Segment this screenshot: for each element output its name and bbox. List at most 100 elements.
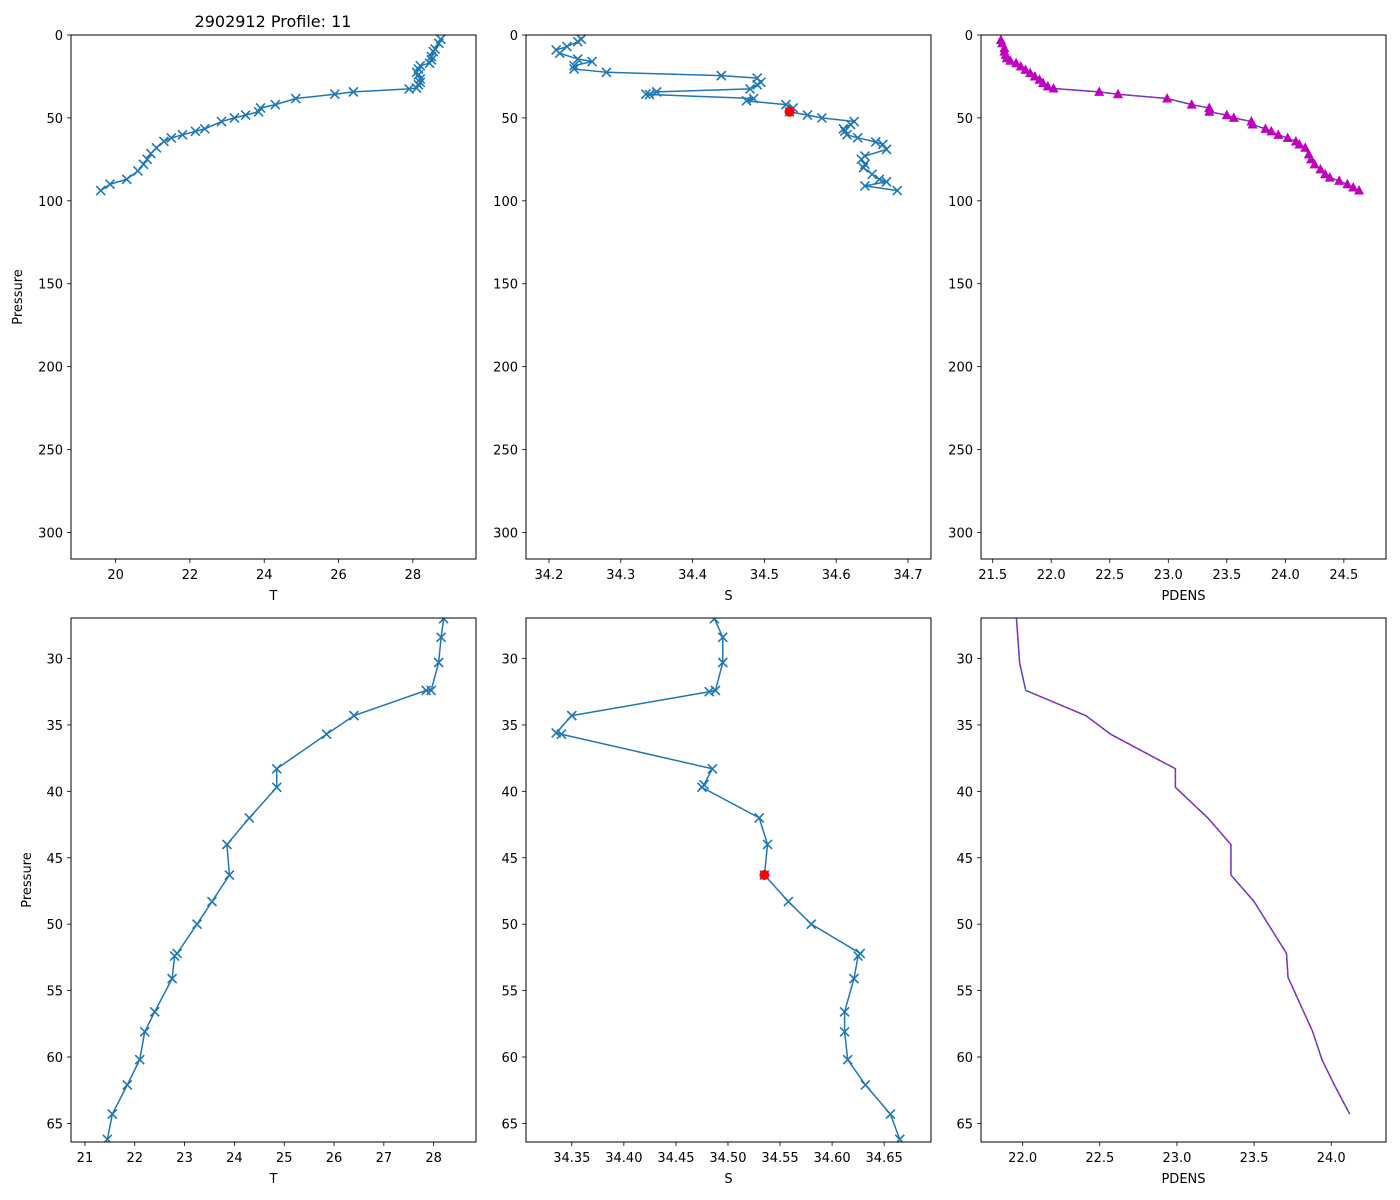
y-tick-label: 0 xyxy=(510,29,518,44)
x-axis-label: PDENS xyxy=(1161,1172,1205,1187)
x-tick-label: 34.65 xyxy=(866,1151,903,1166)
data-point xyxy=(709,618,720,624)
data-point xyxy=(139,1026,150,1037)
x-tick-label: 23 xyxy=(176,1151,193,1166)
x-tick-label: 34.50 xyxy=(709,1151,746,1166)
data-point xyxy=(1011,57,1022,68)
panel-top-temperature: 20 22 24 26 28 0 50 100 150 200 250 300 T Pressure xyxy=(11,29,477,604)
data-point xyxy=(145,148,156,159)
y-tick-label: 150 xyxy=(948,278,973,293)
data-point xyxy=(1221,109,1232,120)
data-point xyxy=(802,110,813,121)
highlight-point xyxy=(759,870,770,881)
y-tick-label: 35 xyxy=(501,719,518,734)
data-point xyxy=(433,657,444,668)
y-tick-label: 65 xyxy=(501,1117,518,1132)
data-point xyxy=(1309,158,1320,169)
x-tick-label: 22.0 xyxy=(1037,568,1066,583)
data-point xyxy=(1048,83,1059,93)
data-point xyxy=(870,136,881,148)
series-line xyxy=(554,38,898,192)
panel-bottom-salinity: 34.35 34.40 34.45 34.50 34.55 34.60 34.65 30 35 4… xyxy=(501,617,932,1187)
y-tick-label: 200 xyxy=(38,361,63,376)
data-point xyxy=(1204,106,1215,116)
data-point xyxy=(142,154,153,165)
x-tick-label: 26 xyxy=(330,568,347,583)
data-point xyxy=(881,144,892,155)
data-point xyxy=(852,132,863,143)
data-point xyxy=(885,1109,896,1120)
y-tick-label: 300 xyxy=(948,526,973,541)
y-tick-label: 200 xyxy=(493,361,518,376)
x-tick-label: 34.7 xyxy=(894,568,923,583)
data-point xyxy=(132,165,143,177)
data-point xyxy=(744,83,756,94)
data-point xyxy=(839,1006,850,1017)
data-point xyxy=(348,710,360,721)
y-tick-label: 45 xyxy=(501,852,518,867)
x-tick-label: 34.6 xyxy=(822,568,851,583)
y-tick-label: 50 xyxy=(46,918,63,933)
data-point xyxy=(321,729,332,740)
x-tick-label: 34.3 xyxy=(606,568,635,583)
data-point xyxy=(881,176,892,187)
data-point xyxy=(569,63,580,75)
x-axis-label: PDENS xyxy=(1161,589,1205,604)
data-point xyxy=(415,73,426,85)
data-point xyxy=(121,174,132,185)
x-tick-label: 25 xyxy=(276,1151,293,1166)
data-point xyxy=(190,126,201,137)
data-point xyxy=(290,93,301,104)
y-tick-label: 250 xyxy=(38,444,63,459)
data-point xyxy=(572,36,583,47)
data-point xyxy=(216,116,227,127)
data-point xyxy=(1282,132,1293,142)
data-point xyxy=(816,112,827,123)
y-tick-label: 300 xyxy=(38,526,63,541)
data-point xyxy=(1260,123,1271,133)
data-point xyxy=(122,1079,133,1090)
y-axis-label: Pressure xyxy=(20,852,35,908)
y-tick-label: 30 xyxy=(956,653,973,668)
y-tick-label: 45 xyxy=(46,852,63,867)
axes-frame xyxy=(525,34,932,560)
data-point xyxy=(752,79,763,90)
x-tick-label: 22 xyxy=(182,568,199,583)
data-point xyxy=(716,70,727,81)
data-point xyxy=(894,1134,905,1142)
data-point xyxy=(348,86,359,97)
data-point xyxy=(874,174,885,185)
data-point xyxy=(1320,168,1331,179)
x-tick-label: 24 xyxy=(226,1151,243,1166)
data-point xyxy=(271,763,282,774)
y-tick-label: 50 xyxy=(956,918,973,933)
data-point xyxy=(1094,86,1105,96)
data-point xyxy=(1300,142,1311,152)
series-line xyxy=(100,38,442,192)
series-line-dashed xyxy=(1000,39,1360,192)
data-point xyxy=(1324,172,1335,182)
data-point xyxy=(191,919,203,930)
data-point xyxy=(221,839,232,850)
data-point xyxy=(644,89,655,100)
data-point xyxy=(244,812,255,823)
x-tick-label: 34.5 xyxy=(750,568,779,583)
series-line xyxy=(1015,618,1351,1115)
x-tick-label: 21.5 xyxy=(978,568,1007,583)
data-point xyxy=(1266,125,1277,136)
data-point xyxy=(586,56,598,67)
panel-top-salinity: 34.2 34.3 34.4 34.5 34.6 34.7 0 50 100 150 200 250 3… xyxy=(493,29,932,604)
data-point xyxy=(859,180,871,191)
data-point xyxy=(436,632,447,643)
x-tick-label: 24.0 xyxy=(1317,1151,1346,1166)
data-point xyxy=(438,618,449,624)
data-point xyxy=(783,896,794,907)
y-tick-label: 150 xyxy=(493,278,518,293)
data-point xyxy=(104,179,116,190)
data-point xyxy=(95,185,106,196)
data-point xyxy=(841,129,853,140)
data-point xyxy=(1042,80,1053,91)
data-point xyxy=(860,1079,871,1090)
panel-bottom-density: 22.0 22.5 23.0 23.5 24.0 30 35 40 45 50 55 60 65 PDEN… xyxy=(956,617,1387,1187)
